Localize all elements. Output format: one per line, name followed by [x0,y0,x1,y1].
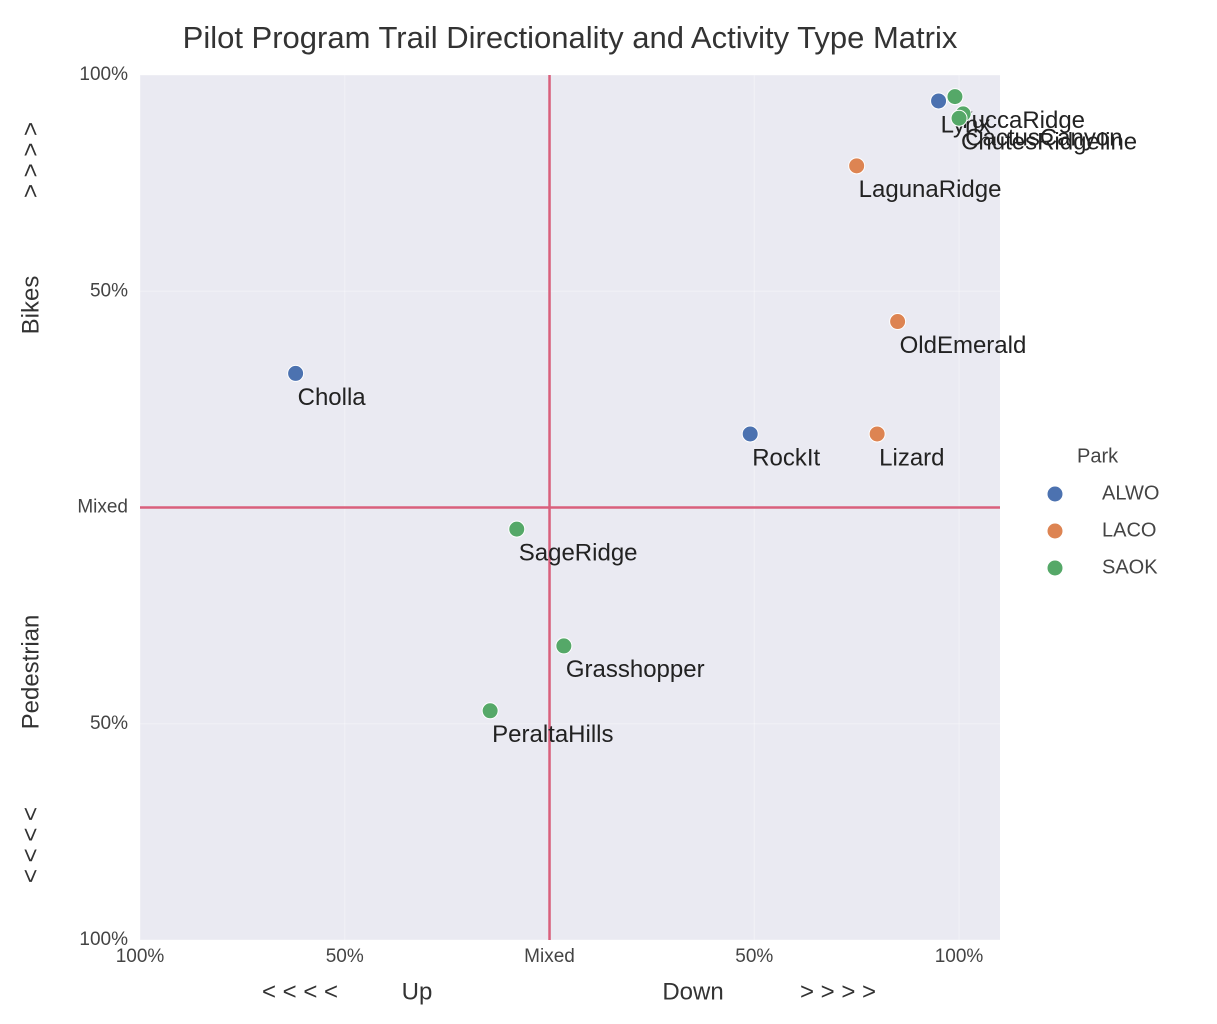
y-tick-label: 50% [90,713,128,734]
point [889,313,907,331]
point [287,364,305,382]
point-label: ChutesRidgeline [961,129,1137,156]
point-label: LagunaRidge [859,176,1002,203]
x-tick-label: Mixed [524,946,575,967]
point [481,702,499,720]
legend-marker [1046,559,1064,577]
y-axis-label: Pedestrian [17,615,44,730]
x-tick-label: 50% [735,946,773,967]
y-axis-label: Bikes [17,276,44,335]
x-axis-label: < < < < [262,978,338,1005]
x-tick-label: 100% [935,946,984,967]
y-axis-label: < < < < [17,807,44,883]
legend-label: LACO [1102,519,1156,541]
x-tick-label: 50% [326,946,364,967]
point-label: Lizard [879,444,944,471]
point-label: Cholla [298,384,367,411]
point [868,425,886,443]
chart-title: Pilot Program Trail Directionality and A… [183,20,958,55]
point [741,425,759,443]
point [555,637,573,655]
y-tick-label: 50% [90,280,128,301]
x-tick-label: 100% [116,946,165,967]
legend-marker [1046,485,1064,503]
legend-title: Park [1077,445,1119,467]
point-label: YuccaRidge [957,107,1085,134]
y-tick-label: 100% [79,929,128,950]
y-axis-label: > > > > [17,122,44,198]
y-tick-label: Mixed [77,497,128,518]
x-axis-label: Down [662,978,723,1005]
point-label: CactusCanyon [965,124,1122,151]
legend-label: SAOK [1102,556,1158,578]
point [950,109,968,127]
point-label: PeraltaHills [492,721,613,748]
x-axis-label: > > > > [800,978,876,1005]
legend-marker [1046,522,1064,540]
point [848,157,866,175]
y-tick-label: 100% [79,64,128,85]
legend-label: ALWO [1102,482,1159,504]
point [946,88,964,106]
point-label: Grasshopper [566,656,705,683]
x-axis-label: Up [402,978,433,1005]
point [930,92,948,110]
point-label: OldEmerald [900,332,1027,359]
point-label: RockIt [752,444,820,471]
point-label: SageRidge [519,539,638,566]
point [508,520,526,538]
